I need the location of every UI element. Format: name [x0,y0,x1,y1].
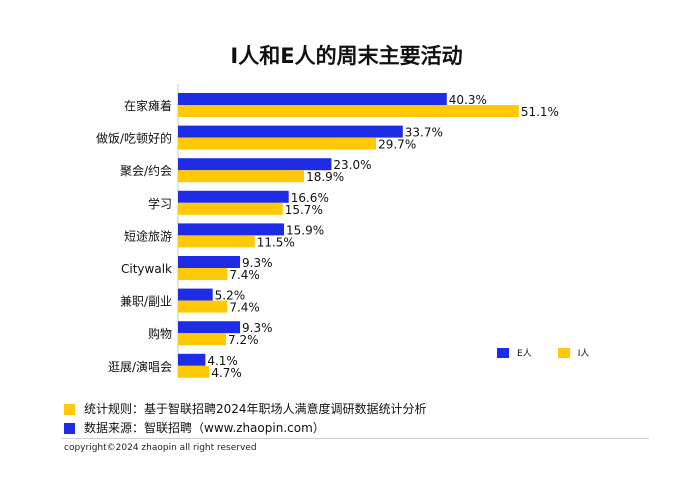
value-label-i: 7.4% [229,301,260,315]
value-label-e: 9.3% [242,256,273,270]
category-label: 短途旅游 [124,228,172,243]
bar-i [178,170,305,183]
value-label-i: 18.9% [306,170,344,184]
value-label-i: 15.7% [285,203,323,217]
bar-i [178,268,228,280]
note-rule-marker [64,404,75,415]
note-rule: 统计规则：基于智联招聘2024年职场人满意度调研数据统计分析 [64,400,427,419]
bar-i [178,137,377,150]
value-label-e: 16.6% [291,191,329,205]
bar-e [178,223,285,236]
category-label: 学习 [148,196,172,211]
legend-label-i: I人 [577,349,590,359]
value-label-e: 40.3% [449,93,487,107]
legend-swatch-i [557,347,570,358]
category-label: 做饭/吃顿好的 [96,131,172,146]
bar-e [178,321,241,334]
category-label: 聚会/约会 [120,163,172,178]
category-label: 在家瘫着 [124,98,172,113]
category-label: 购物 [148,326,172,341]
value-label-i: 4.7% [211,366,242,380]
bar-e [178,353,206,366]
bar-e [178,93,447,105]
chart-title: I人和E人的周末主要活动 [230,44,463,68]
bar-i [178,300,228,313]
bar-i [178,202,283,215]
bar-chart: 在家瘫着 40.3% 51.1% 做饭/吃顿好的 33.7%29.7% 聚会/约会 23.0… [96,84,559,380]
bar-e [178,158,332,171]
value-label-i: 7.2% [228,333,258,347]
divider [62,438,649,439]
bar-i [178,365,210,378]
note-rule-text: 统计规则：基于智联招聘2024年职场人满意度调研数据统计分析 [84,402,427,416]
value-label-e: 33.7% [405,126,443,140]
bar-i [178,105,519,117]
legend-label-e: E人 [517,349,532,359]
category-label: Citywalk [121,262,172,276]
bar-i [178,333,227,346]
bar-e [178,256,241,268]
bars-group: 在家瘫着 40.3% 51.1% 做饭/吃顿好的 33.7%29.7% 聚会/约会 23.0… [96,93,559,380]
footnotes: 统计规则：基于智联招聘2024年职场人满意度调研数据统计分析 数据来源：智联招聘… [64,400,427,438]
value-label-e: 15.9% [286,223,324,237]
note-source-text: 数据来源：智联招聘（www.zhaopin.com） [84,421,325,435]
legend-item-e: E人 [497,346,532,359]
value-label-i: 29.7% [378,138,416,152]
legend-swatch-e [497,347,509,358]
category-label: 兼职/副业 [120,295,172,309]
bar-i [178,235,255,248]
value-label-e: 4.1% [207,354,238,368]
value-label-e: 23.0% [333,158,371,172]
value-label-e: 5.2% [215,289,246,303]
legend-item-i: I人 [557,346,590,359]
note-source: 数据来源：智联招聘（www.zhaopin.com） [64,419,427,438]
legend: E人 I人 [497,346,589,359]
value-label-e: 9.3% [242,321,273,335]
note-source-marker [64,423,75,434]
category-label: 逛展/演唱会 [108,359,172,374]
value-label-i: 7.4% [229,268,260,282]
bar-e [178,125,403,138]
value-label-i: 51.1% [521,105,559,119]
copyright: copyright©2024 zhaopin all right reserve… [64,443,257,453]
value-label-i: 11.5% [257,235,295,249]
bar-e [178,190,289,203]
bar-e [178,288,213,301]
